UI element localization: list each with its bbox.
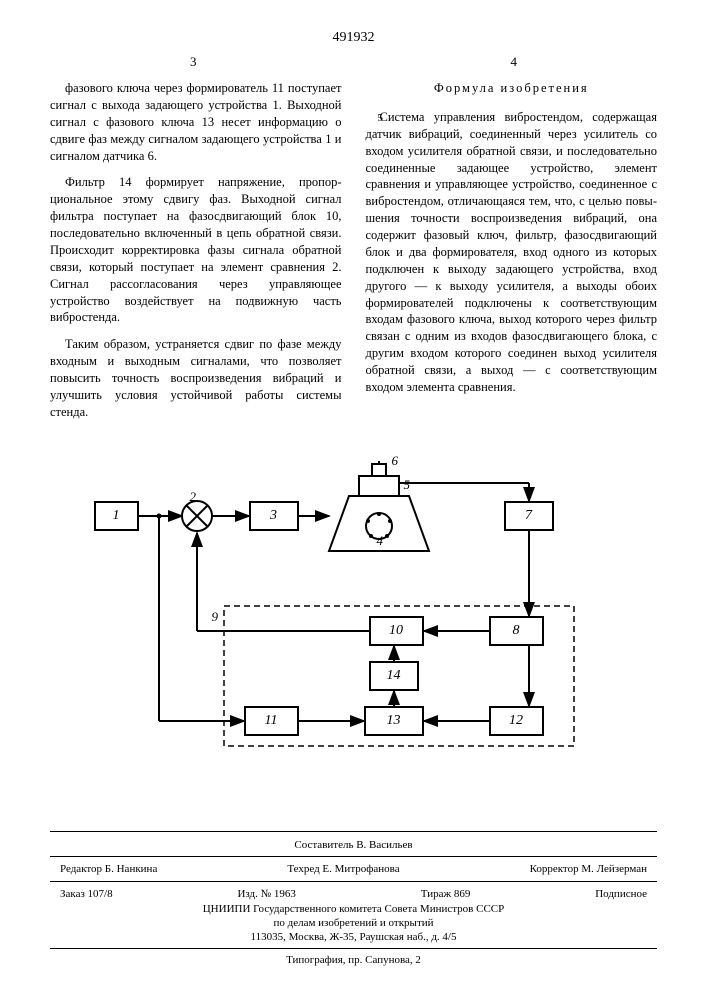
block-8: 8 (489, 616, 544, 646)
block-5-label: 5 (404, 477, 411, 493)
editor-row: Редактор Б. Нанкина Техред Е. Митрофанов… (50, 861, 657, 877)
footer-rule-2 (50, 881, 657, 882)
order-no: Заказ 107/8 (60, 888, 113, 900)
izd-no: Изд. № 1963 (237, 888, 295, 900)
block-9-label: 9 (212, 609, 219, 625)
order-row: Заказ 107/8 Изд. № 1963 Тираж 869 Подпис… (50, 886, 657, 902)
block-7: 7 (504, 501, 554, 531)
page-numbers-row: 3 4 (50, 54, 657, 70)
line-marker-5: 5 (363, 111, 377, 126)
editor: Редактор Б. Нанкина (60, 863, 157, 875)
typography-line: Типография, пр. Сапунова, 2 (50, 953, 657, 967)
block-1: 1 (94, 501, 139, 531)
org-line-2: по делам изобретений и открытий (50, 916, 657, 930)
block-4-label: 4 (377, 533, 384, 549)
block-6-label: 6 (392, 453, 399, 469)
block-10: 10 (369, 616, 424, 646)
podpis: Подписное (595, 888, 647, 900)
right-column: Формула изобретения 5Система управления … (366, 80, 658, 431)
block-11: 11 (244, 706, 299, 736)
imprint-footer: Составитель В. Васильев Редактор Б. Нанк… (50, 831, 657, 967)
footer-rule-1 (50, 856, 657, 857)
page-num-left: 3 (190, 54, 197, 70)
page: 491932 3 4 фазового ключа через формиров… (0, 0, 707, 987)
block-12: 12 (489, 706, 544, 736)
page-num-right: 4 (511, 54, 518, 70)
right-paragraph-1: 5Система управления вибростендом, содер­… (366, 109, 658, 396)
block-3: 3 (249, 501, 299, 531)
compiler-line: Составитель В. Васильев (50, 838, 657, 852)
block-13: 13 (364, 706, 424, 736)
left-paragraph-1: фазового ключа через формирователь 11 по… (50, 80, 342, 164)
block-diagram: 1 2 3 4 5 6 7 8 9 10 11 12 13 14 (94, 461, 614, 781)
text-columns: фазового ключа через формирователь 11 по… (50, 80, 657, 431)
left-paragraph-2: Фильтр 14 формирует напряжение, пропор­ц… (50, 174, 342, 326)
corrector: Корректор М. Лейзерман (530, 863, 647, 875)
left-column: фазового ключа через формирователь 11 по… (50, 80, 342, 431)
left-paragraph-3: Таким образом, устраняется сдвиг по фазе… (50, 336, 342, 420)
block-14: 14 (369, 661, 419, 691)
techred: Техред Е. Митрофанова (287, 863, 399, 875)
address-line: 113035, Москва, Ж-35, Раушская наб., д. … (50, 930, 657, 944)
tirazh: Тираж 869 (421, 888, 471, 900)
formula-title: Формула изобретения (366, 80, 658, 97)
footer-rule-3 (50, 948, 657, 949)
org-line-1: ЦНИИПИ Государственного комитета Совета … (50, 902, 657, 916)
document-number: 491932 (50, 30, 657, 46)
block-2-label: 2 (190, 489, 197, 505)
